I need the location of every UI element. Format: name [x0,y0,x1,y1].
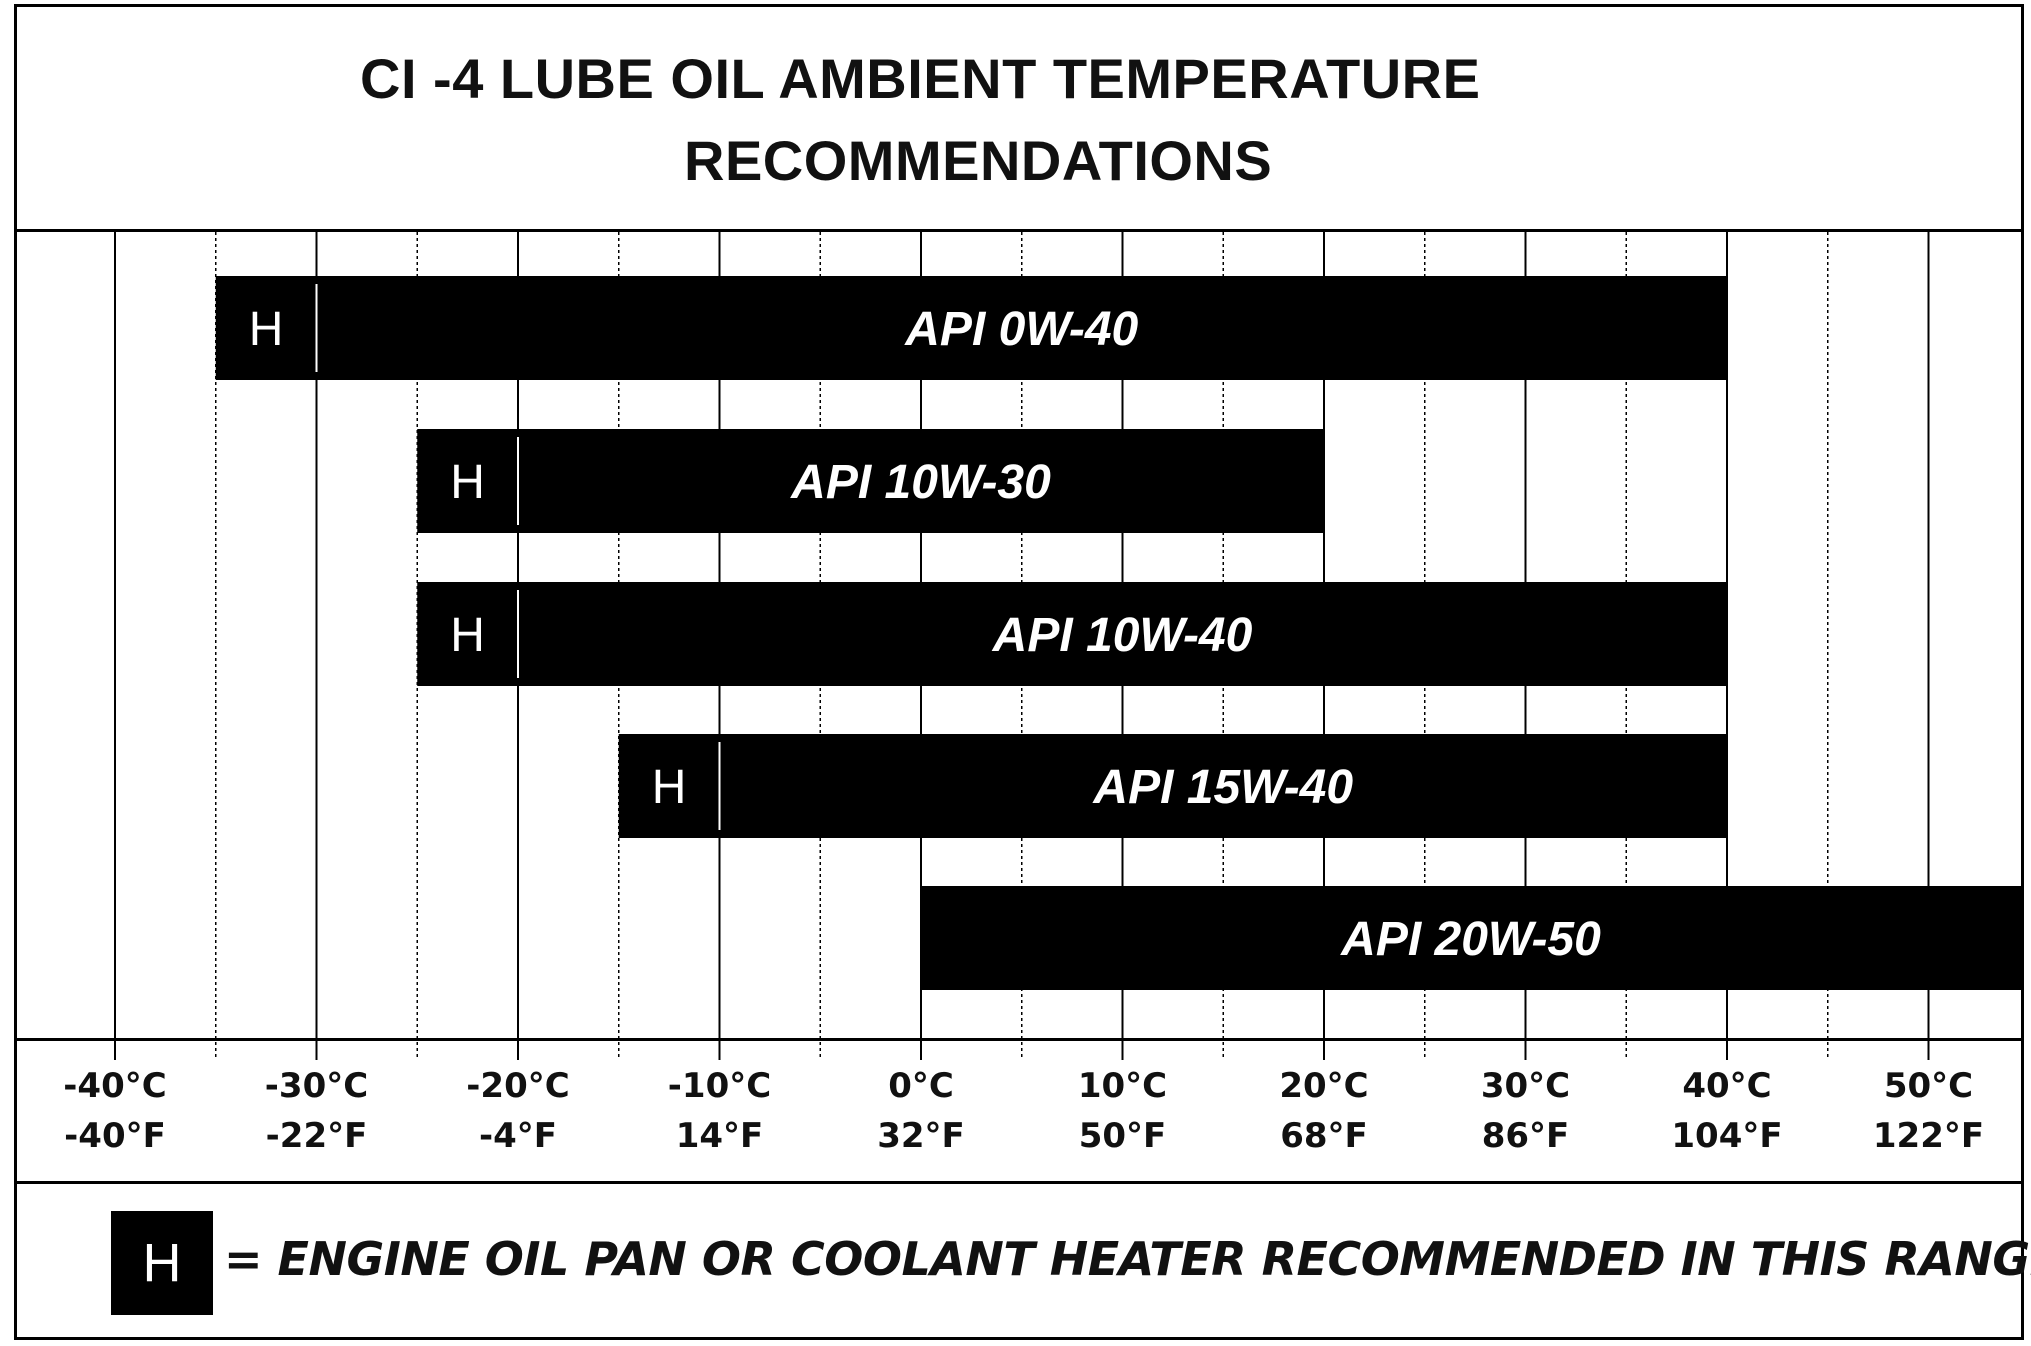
chart-title-line-2: RECOMMENDATIONS [684,129,1273,192]
legend-heater-marker: H [111,1211,213,1315]
heater-marker: H [450,456,485,509]
bar-label: API 10W-40 [992,609,1253,662]
tick-label-fahrenheit: 14°F [676,1116,764,1156]
tick-label-fahrenheit: 86°F [1482,1116,1570,1156]
tick-label-fahrenheit: 32°F [877,1116,965,1156]
tick-label-fahrenheit: 122°F [1873,1116,1984,1156]
tick-label-celsius: -20°C [466,1066,569,1106]
tick-label-celsius: -40°C [63,1066,166,1106]
axis-baseline [14,1038,2024,1041]
bar-api-10w-30 [417,429,1324,533]
bar-api-15w-40 [618,734,1727,838]
bar-label: API 15W-40 [1092,761,1353,814]
tick-label-celsius: 10°C [1078,1066,1167,1106]
tick-label-fahrenheit: 50°F [1079,1116,1167,1156]
tick-label-fahrenheit: -4°F [479,1116,557,1156]
title-divider [14,229,2024,232]
heater-marker: H [652,761,687,814]
tick-label-fahrenheit: -40°F [64,1116,166,1156]
tick-label-celsius: -10°C [668,1066,771,1106]
tick-label-celsius: 40°C [1682,1066,1771,1106]
bar-api-20w-50 [921,886,2021,990]
bar-label: API 10W-30 [790,456,1051,509]
heater-marker: H [450,609,485,662]
tick-label-celsius: 30°C [1481,1066,1570,1106]
tick-label-fahrenheit: 68°F [1280,1116,1368,1156]
bar-api-10w-40 [417,582,1727,686]
legend-text: = ENGINE OIL PAN OR COOLANT HEATER RECOM… [224,1232,2031,1286]
bar-label: API 20W-50 [1340,913,1601,966]
tick-label-fahrenheit: 104°F [1671,1116,1782,1156]
tick-label-celsius: -30°C [265,1066,368,1106]
chart-title-line-1: CI -4 LUBE OIL AMBIENT TEMPERATURE [360,47,1481,110]
bar-api-0w-40 [215,276,1727,380]
bar-label: API 0W-40 [904,303,1138,356]
tick-label-celsius: 0°C [888,1066,954,1106]
tick-label-fahrenheit: -22°F [266,1116,368,1156]
heater-marker: H [249,303,284,356]
legend-divider [14,1181,2024,1184]
tick-label-celsius: 50°C [1884,1066,1973,1106]
tick-label-celsius: 20°C [1279,1066,1368,1106]
